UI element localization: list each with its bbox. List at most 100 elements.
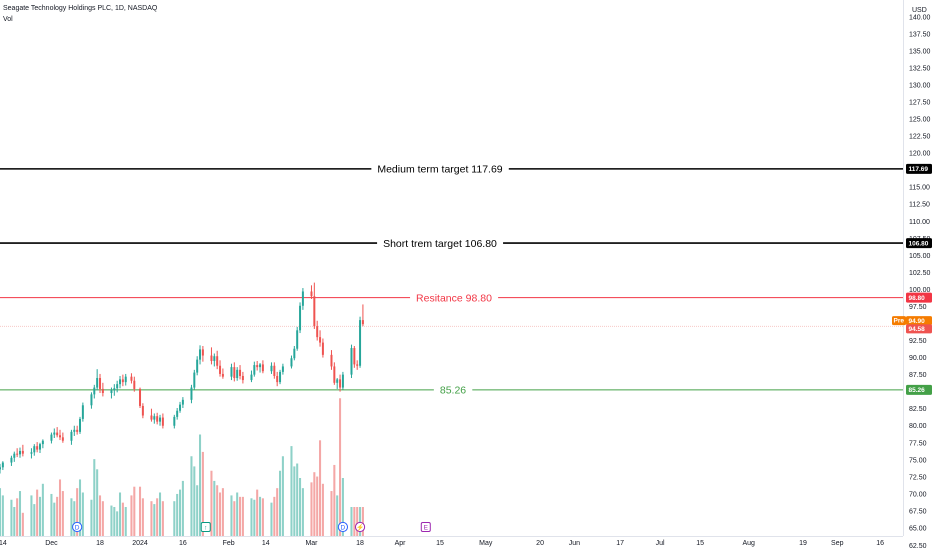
price-tick-label: 65.00 — [909, 525, 927, 532]
volume-bar — [199, 434, 202, 536]
time-axis[interactable]: 14 Dec 18 2024 16 Feb 14 Mar 18 Apr 15 May 20 Jun 17 Ju… — [0, 540, 884, 547]
candle — [73, 425, 76, 436]
volume-bar — [253, 499, 256, 536]
volume-bar — [78, 479, 82, 536]
candle-body — [73, 429, 76, 432]
price-tick-label: 92.50 — [909, 338, 927, 345]
candle-body — [301, 291, 304, 306]
event-marker[interactable]: ↑ — [200, 522, 211, 532]
candle — [10, 455, 13, 466]
price-tick-label: 72.50 — [909, 474, 927, 481]
event-marker[interactable]: D — [72, 521, 83, 533]
level-line[interactable]: Short trem target 106.80 — [0, 237, 903, 250]
level-line[interactable]: 85.26 — [0, 383, 903, 397]
time-tick-label: 19 — [799, 540, 807, 547]
level-label: Medium term target 117.69 — [377, 164, 502, 176]
candle-body — [276, 375, 279, 383]
candle-body — [316, 326, 319, 338]
level-label-bg — [371, 162, 509, 175]
candle — [79, 416, 82, 434]
candle — [190, 384, 193, 404]
candle-body — [273, 365, 276, 376]
candle — [1, 461, 4, 471]
volume-bar — [221, 488, 224, 536]
candle — [250, 370, 253, 383]
price-tick-label: 130.00 — [909, 82, 931, 89]
candle-body — [19, 450, 22, 455]
volume-bar — [316, 476, 319, 536]
candle-body — [113, 388, 116, 391]
tag-text: 98.80 — [909, 295, 926, 302]
candle — [61, 432, 64, 443]
volume-bar — [236, 492, 239, 536]
candle — [290, 355, 293, 369]
event-marker[interactable]: D — [337, 521, 349, 533]
candle-body — [350, 348, 353, 375]
candle — [19, 447, 22, 458]
candle — [321, 338, 324, 358]
volume-bar — [276, 488, 279, 536]
level-price-tag: 98.80 — [906, 292, 932, 303]
candle-body — [56, 432, 59, 436]
volume-bar — [113, 507, 116, 536]
prefix-bg — [892, 316, 906, 326]
volume-bar — [270, 502, 273, 536]
symbol-title: Seagate Technology Holdings PLC, 1D, NAS… — [3, 5, 158, 12]
tag-text: 85.26 — [909, 387, 926, 394]
volume-bar — [153, 504, 156, 536]
tag-bg — [906, 324, 932, 334]
candle — [121, 374, 124, 387]
level-line[interactable]: Medium term target 117.69 — [0, 162, 903, 176]
time-tick-label: Dec — [45, 540, 58, 547]
candle-body — [201, 349, 204, 356]
candle-body — [159, 417, 162, 422]
time-tick-label: 16 — [179, 540, 187, 547]
candle-body — [21, 450, 24, 454]
candle — [50, 432, 53, 444]
event-marker[interactable]: ⚡ — [354, 521, 366, 533]
candle — [153, 413, 156, 424]
candle — [201, 345, 204, 362]
volume-bar — [16, 498, 19, 536]
volume-bar — [116, 511, 119, 536]
price-tick-label: 112.50 — [909, 202, 930, 209]
candle — [210, 347, 213, 365]
candle — [219, 360, 222, 377]
tag-bg — [906, 316, 932, 326]
volume-bar — [310, 482, 313, 536]
price-axis[interactable]: 65.00 67.50 70.00 72.50 75.00 77.50 80.00 82.50… — [909, 14, 931, 550]
price-tick-label: 87.50 — [909, 372, 927, 379]
candle — [353, 345, 356, 368]
volume-bar — [173, 501, 176, 536]
volume-bar — [36, 489, 39, 536]
candle-body — [13, 453, 16, 458]
volume-bar — [50, 493, 53, 536]
candle-body — [16, 453, 19, 455]
candle — [76, 425, 79, 435]
time-tick-label: 14 — [0, 540, 7, 547]
candle-body — [259, 364, 262, 368]
price-tick-label: 120.00 — [909, 151, 931, 158]
price-tick-label: 90.00 — [909, 355, 927, 362]
price-tick-label: 77.50 — [909, 440, 927, 447]
candle-body — [199, 349, 202, 360]
candle — [196, 356, 199, 376]
candle-body — [233, 367, 236, 379]
candle — [119, 375, 122, 389]
volume-bar — [73, 501, 76, 536]
volume-bar — [261, 498, 264, 536]
event-marker[interactable]: E — [420, 522, 431, 532]
candle-body — [353, 348, 356, 365]
time-tick-label: Jun — [569, 540, 580, 547]
candle-body — [36, 446, 39, 450]
level-line[interactable]: Resitance 98.80 — [0, 291, 903, 305]
candle — [13, 451, 16, 462]
candle-body — [210, 355, 213, 361]
candle — [276, 371, 279, 387]
current-price-tag: 94.58 — [906, 324, 932, 334]
candle-body — [124, 376, 127, 383]
volume-indicator-label[interactable]: Vol — [3, 16, 13, 23]
volume-bar — [161, 501, 164, 536]
